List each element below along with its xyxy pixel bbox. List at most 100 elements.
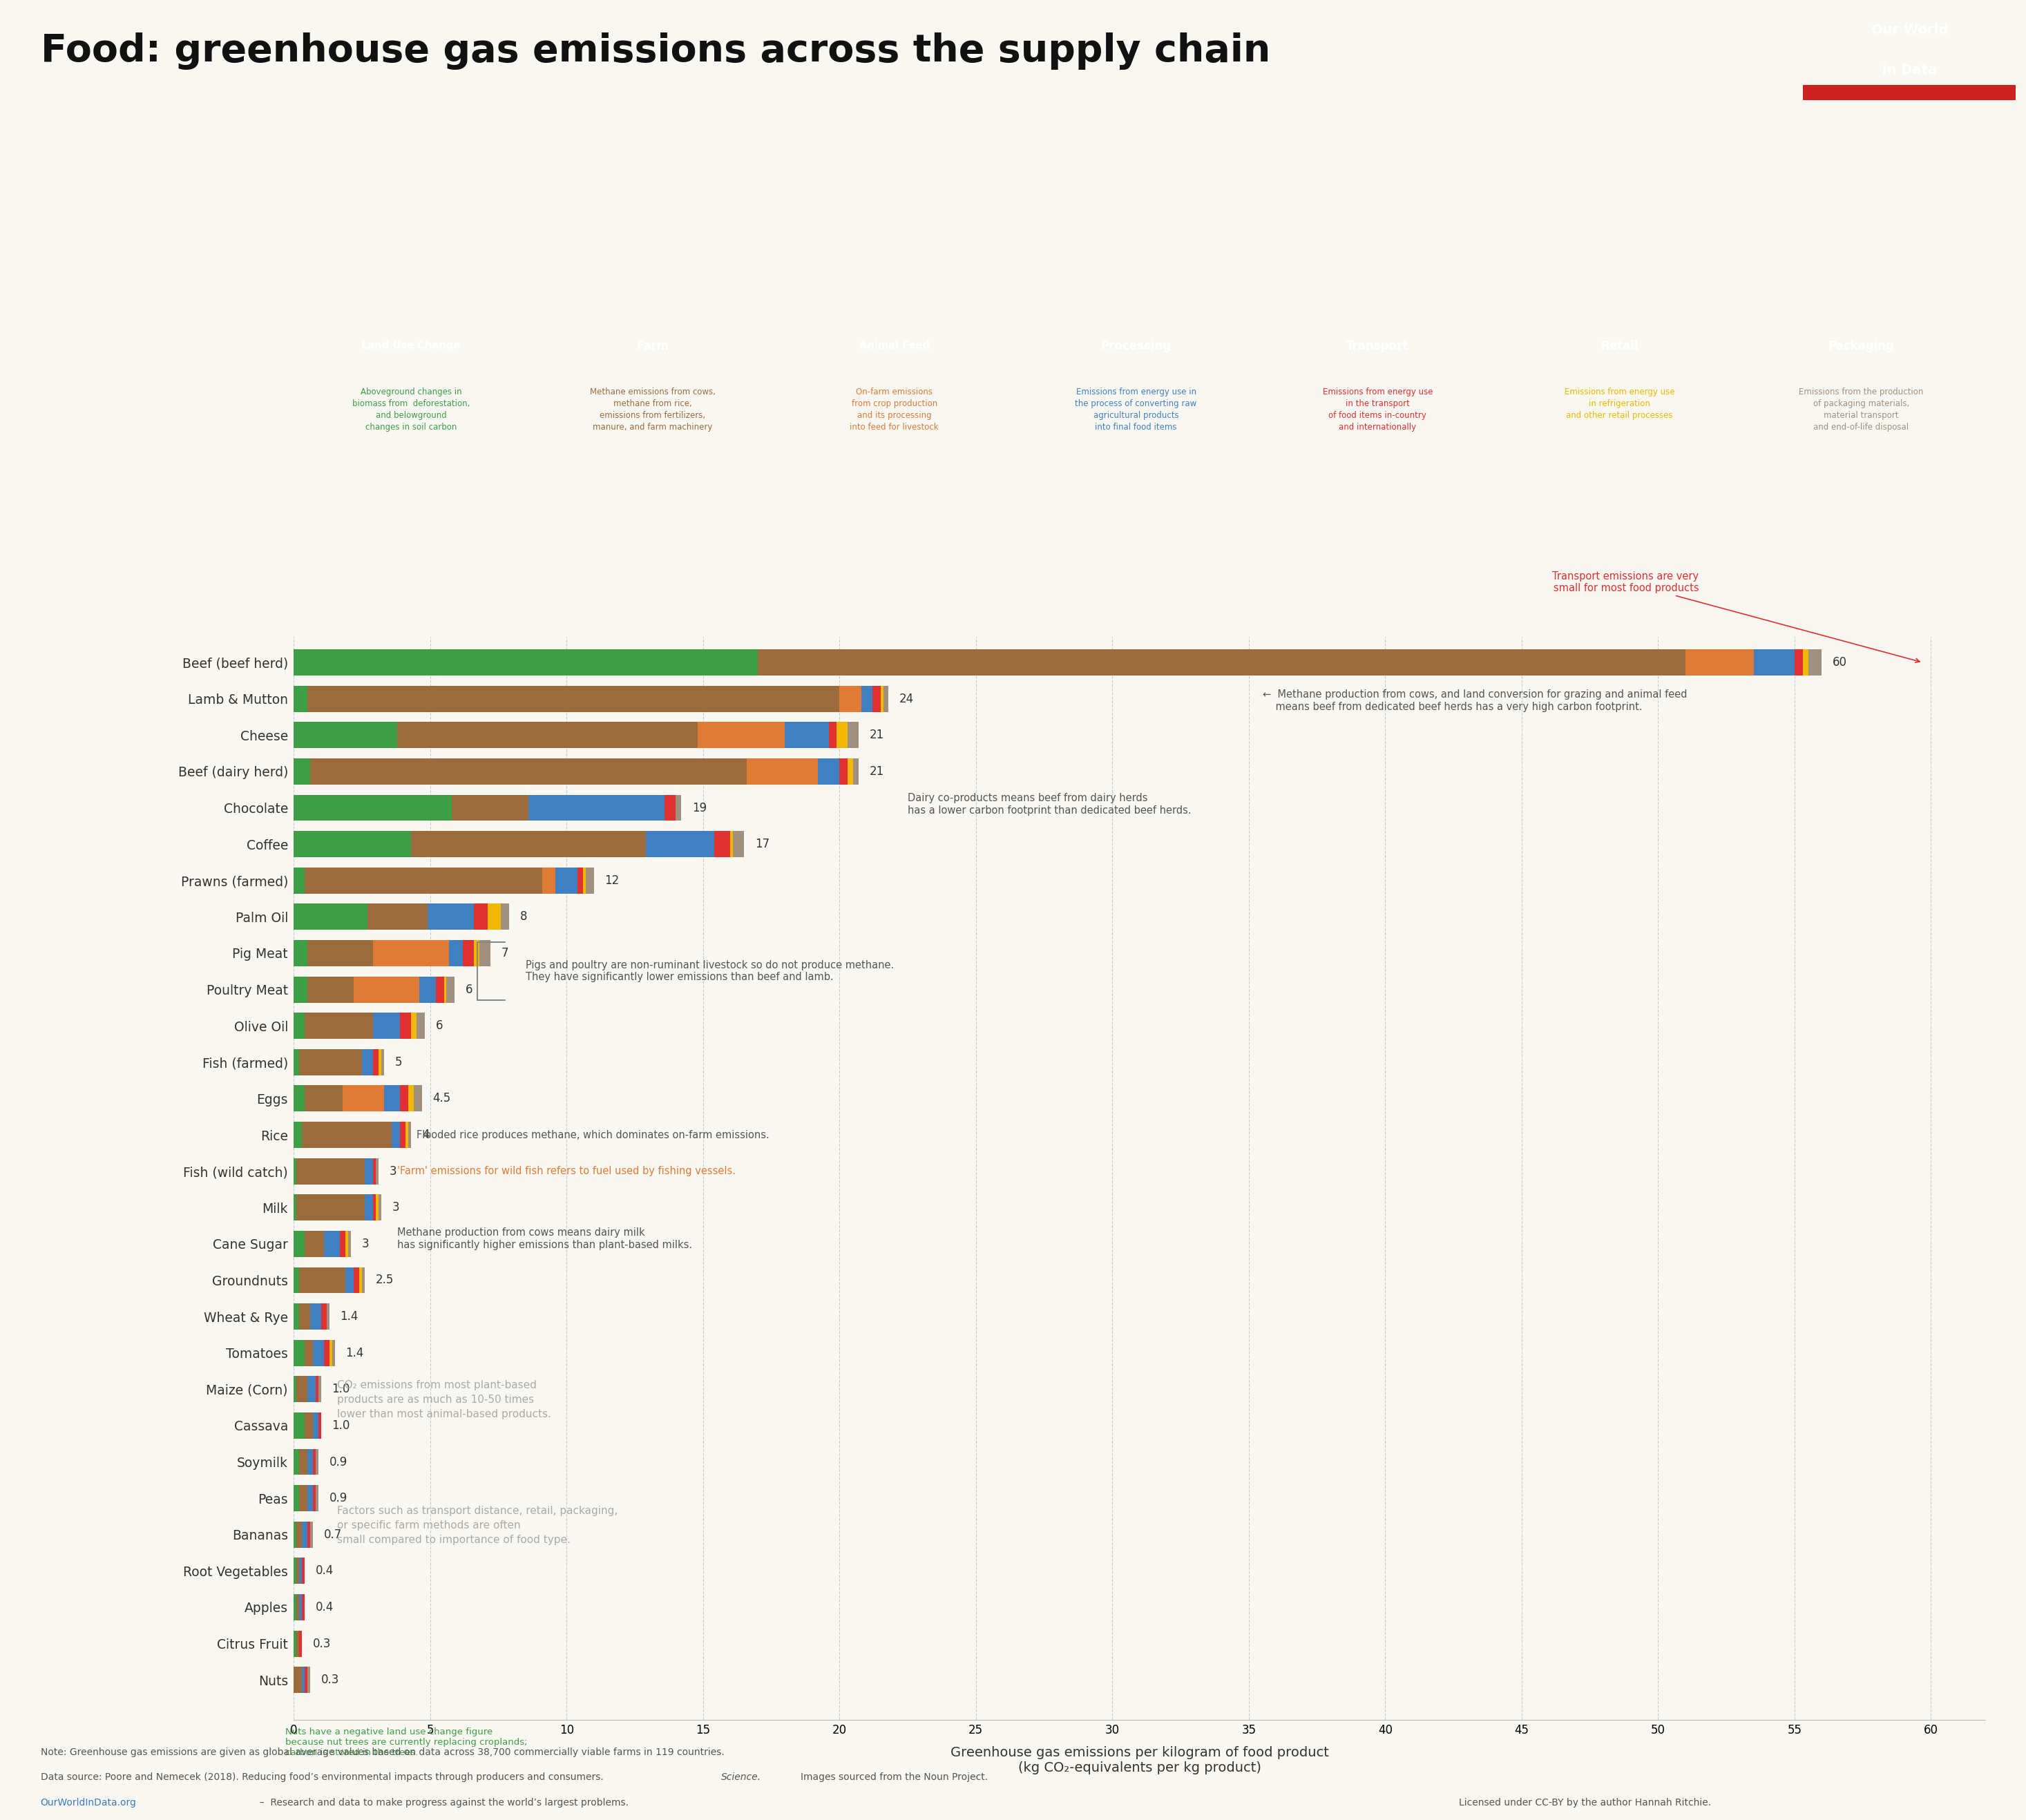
Text: 1.0: 1.0 [332,1383,350,1396]
Text: Transport: Transport [1347,340,1408,351]
Bar [365,1194,373,1221]
Bar [296,1158,365,1185]
Bar [839,686,861,712]
Text: Transport emissions are very
small for most food products: Transport emissions are very small for m… [1552,571,1919,662]
Bar [296,1558,300,1583]
Bar [326,1303,330,1330]
Bar [861,686,873,712]
Bar [375,1194,379,1221]
Text: Aboveground changes in
biomass from  deforestation,
and belowground
changes in s: Aboveground changes in biomass from defo… [353,388,470,431]
Bar [355,976,419,1003]
Bar [359,1267,363,1294]
Bar [583,868,586,894]
Bar [474,941,480,966]
Bar [294,1194,296,1221]
Bar [294,650,758,675]
Text: 21: 21 [869,728,883,741]
Text: –  Research and data to make progress against the world’s largest problems.: – Research and data to make progress aga… [253,1798,628,1807]
Bar [302,1558,304,1583]
Bar [294,1267,300,1294]
Bar [397,723,697,748]
Bar [294,832,411,857]
Bar [748,759,819,784]
Bar [318,1376,320,1401]
Bar [555,868,577,894]
Bar [312,1412,318,1438]
Text: 2.5: 2.5 [375,1274,393,1287]
Text: Methane production from cows means dairy milk
has significantly higher emissions: Methane production from cows means dairy… [397,1227,693,1250]
Bar [296,1194,365,1221]
Text: Food: greenhouse gas emissions across the supply chain: Food: greenhouse gas emissions across th… [41,33,1270,69]
Bar [300,1594,302,1620]
Bar [837,723,847,748]
Bar [294,686,308,712]
Bar [444,976,446,1003]
Text: Dairy co-products means beef from dairy herds
has a lower carbon footprint than : Dairy co-products means beef from dairy … [908,794,1191,815]
Text: Note: Greenhouse gas emissions are given as global average values based on data : Note: Greenhouse gas emissions are given… [41,1747,723,1756]
Bar [308,941,373,966]
Text: Methane emissions from cows,
methane from rice,
emissions from fertilizers,
manu: Methane emissions from cows, methane fro… [590,388,715,431]
Bar [401,1121,405,1148]
Text: 3: 3 [389,1165,397,1178]
Bar [419,976,436,1003]
Bar [294,723,397,748]
Bar [348,1230,350,1258]
Bar [324,1230,340,1258]
Text: 6: 6 [466,983,472,996]
Text: Our World: Our World [1872,24,1947,36]
Bar [294,868,304,894]
Bar [819,759,839,784]
Bar [373,1012,401,1039]
Bar [401,1012,411,1039]
Bar [391,1121,401,1148]
Text: CO₂ emissions from most plant-based
products are as much as 10-50 times
lower th: CO₂ emissions from most plant-based prod… [338,1380,551,1420]
Bar [294,1340,304,1367]
Text: Flooded rice produces methane, which dominates on-farm emissions.: Flooded rice produces methane, which dom… [417,1130,770,1139]
Bar [302,1121,391,1148]
Bar [294,795,452,821]
Bar [646,832,713,857]
Text: Science.: Science. [721,1773,762,1782]
Bar [294,976,308,1003]
Bar [294,1048,300,1076]
Text: Factors such as transport distance, retail, packaging,
or specific farm methods : Factors such as transport distance, reta… [338,1505,618,1545]
Bar [294,1230,304,1258]
Bar [474,905,488,930]
Bar [300,1485,308,1511]
Text: OurWorldInData.org: OurWorldInData.org [41,1798,136,1807]
Bar [373,941,450,966]
Bar [296,1631,300,1656]
Bar [1803,86,2016,100]
Bar [409,1085,413,1112]
Bar [294,941,308,966]
Bar [665,795,677,821]
Text: Licensed under CC-BY by the author Hannah Ritchie.: Licensed under CC-BY by the author Hanna… [1459,1798,1710,1807]
Text: Nuts have a negative land use change figure
because nut trees are currently repl: Nuts have a negative land use change fig… [286,1727,527,1756]
Text: Processing: Processing [1100,340,1171,351]
Bar [881,686,883,712]
Text: 0.9: 0.9 [330,1456,346,1469]
Bar [758,650,1686,675]
Bar [677,795,681,821]
Text: 0.9: 0.9 [330,1492,346,1505]
Text: 0.3: 0.3 [320,1674,338,1685]
Text: Emissions from energy use in
the process of converting raw
agricultural products: Emissions from energy use in the process… [1076,388,1197,431]
Bar [302,1667,304,1693]
Bar [316,1449,318,1474]
Bar [318,1412,320,1438]
Text: 3: 3 [391,1201,399,1214]
Bar [312,1449,316,1474]
Bar [294,1158,296,1185]
Bar [302,1594,304,1620]
Bar [308,1485,312,1511]
Bar [381,1048,383,1076]
Bar [883,686,889,712]
Bar [300,1267,346,1294]
Bar [401,1085,409,1112]
X-axis label: Greenhouse gas emissions per kilogram of food product
(kg CO₂-equivalents per kg: Greenhouse gas emissions per kilogram of… [950,1745,1329,1774]
Bar [294,905,367,930]
Bar [304,1230,324,1258]
Text: 0.3: 0.3 [312,1638,330,1649]
Text: On-farm emissions
from crop production
and its processing
into feed for livestoc: On-farm emissions from crop production a… [849,388,938,431]
Text: Land Use Change: Land Use Change [361,340,460,351]
